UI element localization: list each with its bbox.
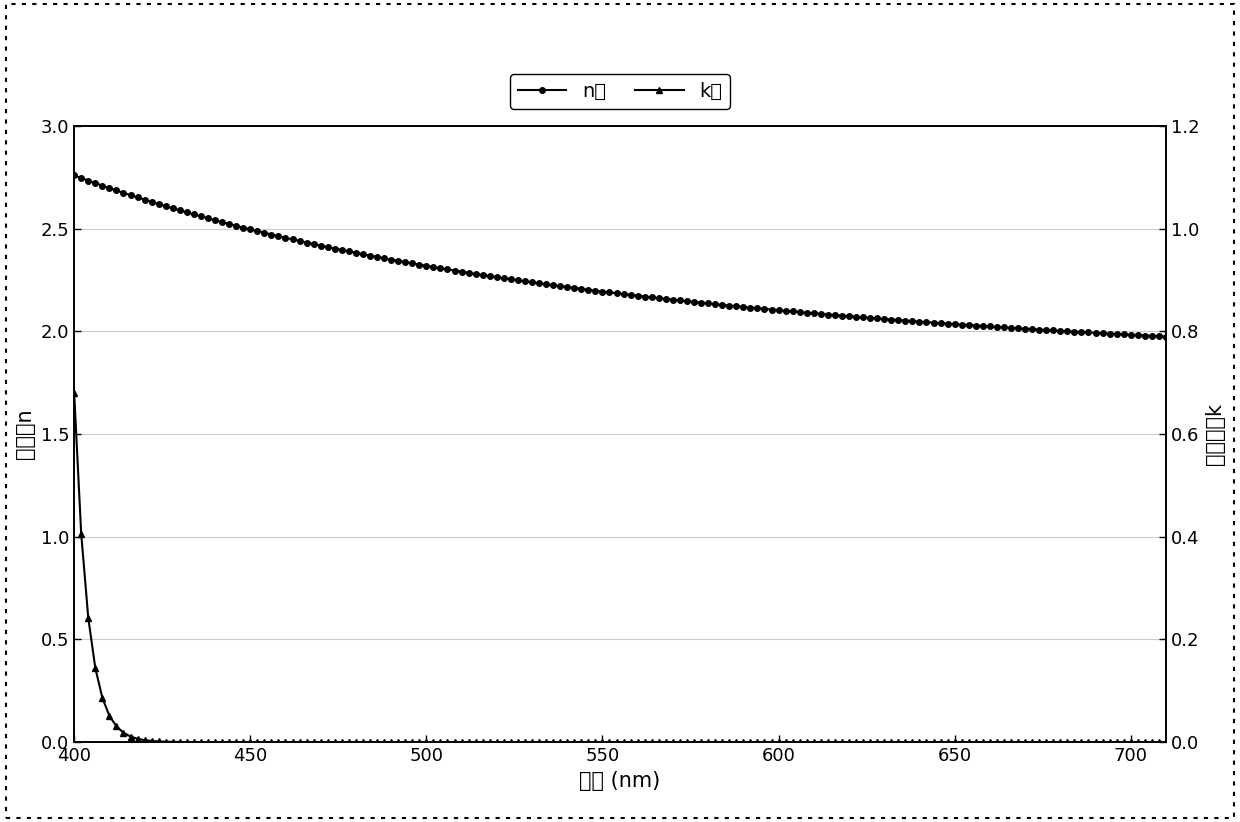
k値 xyxy=(475,737,490,747)
k値 xyxy=(1158,737,1173,747)
n値 xyxy=(947,319,962,329)
k値 xyxy=(517,737,532,747)
n値 xyxy=(341,247,356,256)
Line: k値: k値 xyxy=(71,390,1169,746)
k値 xyxy=(67,388,82,398)
n値 xyxy=(714,300,729,310)
k値 xyxy=(947,737,962,747)
n値 xyxy=(67,170,82,180)
k値 xyxy=(714,737,729,747)
Line: n値: n値 xyxy=(72,173,1169,339)
Y-axis label: 折射率n: 折射率n xyxy=(15,409,35,459)
n値 xyxy=(517,276,532,286)
k値 xyxy=(341,737,356,747)
X-axis label: 波长 (nm): 波长 (nm) xyxy=(579,770,661,791)
k値 xyxy=(821,737,836,747)
Y-axis label: 消光系数k: 消光系数k xyxy=(1205,403,1225,465)
n値 xyxy=(821,310,836,320)
n値 xyxy=(475,270,490,280)
Legend: n値, k値: n値, k値 xyxy=(510,74,730,109)
n値 xyxy=(1158,331,1173,341)
